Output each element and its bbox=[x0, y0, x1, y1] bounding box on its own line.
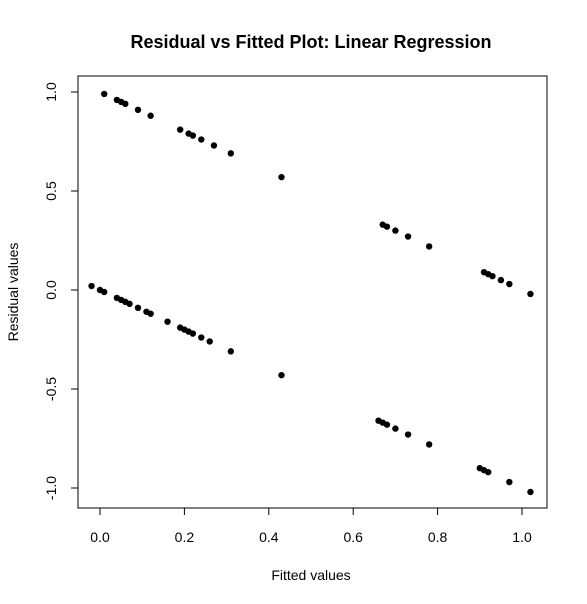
y-axis: -1.0 -0.5 0.0 0.5 1.0 bbox=[43, 82, 79, 500]
data-point bbox=[425, 243, 433, 250]
data-point bbox=[489, 272, 496, 280]
x-tick-label: 0.0 bbox=[90, 529, 110, 545]
data-point bbox=[101, 288, 108, 296]
y-tick-label: -0.5 bbox=[43, 377, 59, 401]
data-point bbox=[198, 334, 205, 341]
data-point bbox=[134, 106, 142, 114]
x-tick-label: 0.6 bbox=[343, 529, 363, 545]
data-point bbox=[425, 441, 433, 448]
data-point bbox=[88, 282, 95, 290]
data-point bbox=[206, 338, 213, 345]
data-point bbox=[404, 431, 412, 438]
data-point bbox=[189, 330, 197, 337]
data-point bbox=[210, 142, 218, 149]
x-axis: 0.0 0.2 0.4 0.6 0.8 1.0 bbox=[90, 507, 532, 545]
data-point bbox=[383, 421, 391, 428]
y-tick-label: 0.5 bbox=[43, 181, 59, 201]
data-point bbox=[485, 468, 492, 476]
data-points bbox=[88, 90, 534, 496]
data-point bbox=[147, 310, 154, 317]
data-point bbox=[392, 227, 399, 234]
x-tick-label: 0.4 bbox=[259, 529, 279, 545]
data-point bbox=[227, 348, 235, 355]
data-point bbox=[134, 304, 142, 312]
x-tick-label: 0.8 bbox=[428, 529, 448, 545]
data-point bbox=[383, 223, 391, 230]
data-point bbox=[506, 478, 513, 486]
plot-area-border bbox=[77, 75, 548, 509]
y-axis-label: Residual values bbox=[5, 243, 21, 342]
data-point bbox=[527, 290, 534, 298]
data-point bbox=[278, 371, 285, 379]
y-tick-label: 1.0 bbox=[43, 82, 59, 102]
x-axis-label: Fitted values bbox=[271, 567, 350, 583]
data-point bbox=[404, 233, 412, 240]
data-point bbox=[198, 136, 205, 143]
data-point bbox=[126, 300, 133, 308]
data-point bbox=[164, 318, 171, 325]
data-point bbox=[122, 100, 129, 108]
data-point bbox=[227, 150, 235, 157]
chart-title: Residual vs Fitted Plot: Linear Regressi… bbox=[130, 32, 491, 52]
x-tick-label: 1.0 bbox=[512, 529, 532, 545]
y-tick-label: 0.0 bbox=[43, 280, 59, 300]
data-point bbox=[506, 280, 513, 288]
data-point bbox=[392, 425, 399, 432]
data-point bbox=[147, 112, 154, 119]
data-point bbox=[278, 173, 285, 181]
data-point bbox=[189, 132, 197, 139]
y-tick-label: -1.0 bbox=[43, 476, 59, 500]
data-point bbox=[176, 126, 184, 133]
data-point bbox=[497, 276, 505, 284]
data-point bbox=[101, 90, 108, 98]
x-tick-label: 0.2 bbox=[175, 529, 195, 545]
data-point bbox=[527, 488, 534, 496]
